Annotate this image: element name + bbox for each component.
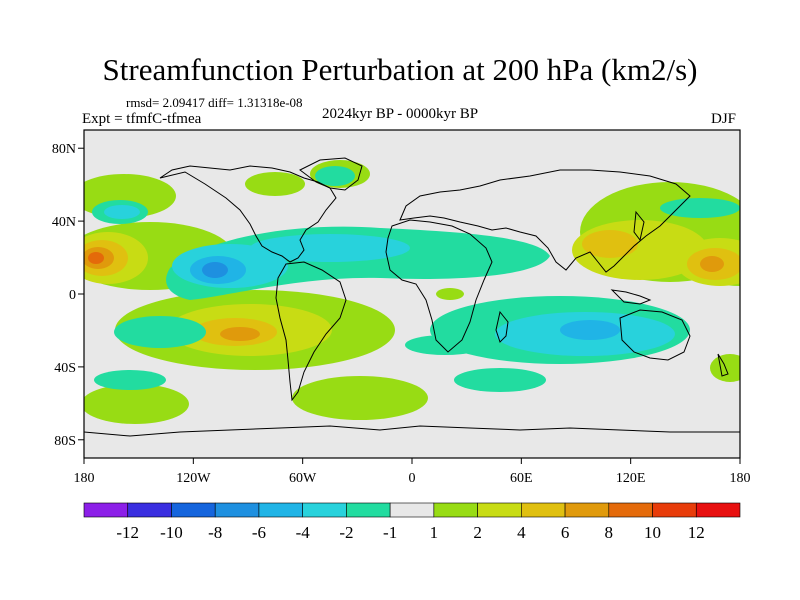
contour-region-sindian-teal xyxy=(454,368,546,392)
contour-region-eastasia-gold xyxy=(582,230,638,258)
contour-region-spac-green xyxy=(84,384,189,424)
australia-outline xyxy=(619,309,691,361)
colorbar-label: 6 xyxy=(561,523,570,542)
colorbar-swatch xyxy=(302,502,347,518)
colorbar-swatch xyxy=(608,502,653,518)
colorbar: -12 -10 -8 -6 -4 -2 -1 1 2 4 6 8 10 12 xyxy=(83,502,741,542)
indonesia-outline xyxy=(610,289,652,305)
contour-region-africa-green xyxy=(436,288,464,300)
colorbar-label: -8 xyxy=(208,523,222,542)
lon-tick-label: 180 xyxy=(730,471,751,486)
colorbar-swatch xyxy=(171,502,216,518)
latitude-axis: 80N 40N 0 40S 80S xyxy=(52,142,84,449)
period-label: 2024kyr BP - 0000kyr BP xyxy=(322,106,479,122)
colorbar-swatch xyxy=(521,502,566,518)
colorbar-swatch xyxy=(389,502,435,518)
madagascar-outline xyxy=(495,310,509,343)
japan-outline xyxy=(633,210,645,242)
colorbar-swatch xyxy=(564,502,610,518)
greenland-outline xyxy=(299,157,363,191)
colorbar-label: 8 xyxy=(605,523,614,542)
lon-tick-label: 120E xyxy=(616,471,646,486)
contour-region-greenland-teal xyxy=(315,166,355,186)
longitude-axis: 180 120W 60W 0 60E 120E 180 xyxy=(74,458,751,486)
lon-tick-label: 60W xyxy=(289,471,317,486)
lat-tick-label: 40N xyxy=(52,215,76,230)
colorbar-swatch xyxy=(346,502,391,518)
contour-region-npac-cyan xyxy=(104,205,140,219)
contour-region-namer-green xyxy=(245,172,305,196)
contour-region-spac-teal xyxy=(94,370,166,390)
colorbar-swatch xyxy=(214,502,260,518)
colorbar-swatch xyxy=(477,502,522,518)
colorbar-swatch xyxy=(83,502,129,518)
experiment-label: Expt = tfmfC-tfmea xyxy=(82,111,202,127)
contour-region-wpac-orange xyxy=(700,256,724,272)
contour-region-epac-darkblue xyxy=(202,262,228,278)
contour-region-satl-green xyxy=(292,376,428,420)
colorbar-label: -4 xyxy=(296,523,311,542)
contour-region-safrica-teal xyxy=(405,335,485,355)
lon-tick-label: 180 xyxy=(74,471,95,486)
colorbar-label: 1 xyxy=(430,523,439,542)
colorbar-label: -2 xyxy=(339,523,353,542)
season-label: DJF xyxy=(711,111,737,127)
contour-region-samer-orange xyxy=(220,327,260,341)
colorbar-swatch xyxy=(258,502,303,518)
colorbar-label: 4 xyxy=(517,523,526,542)
lon-tick-label: 60E xyxy=(510,471,533,486)
colorbar-label: -6 xyxy=(252,523,266,542)
coastlines xyxy=(84,157,740,437)
colorbar-swatch xyxy=(695,502,741,518)
contour-region-atl-cyan xyxy=(250,234,410,262)
africa-outline xyxy=(385,219,493,353)
plot-title: Streamfunction Perturbation at 200 hPa (… xyxy=(102,52,698,87)
contour-field xyxy=(84,160,740,424)
colorbar-swatch xyxy=(433,502,478,518)
lat-tick-label: 40S xyxy=(54,361,76,376)
colorbar-label: 10 xyxy=(644,523,661,542)
colorbar-label: 12 xyxy=(688,523,705,542)
contour-region-nz-green xyxy=(710,354,740,382)
lon-tick-label: 120W xyxy=(176,471,211,486)
lat-tick-label: 0 xyxy=(69,288,76,303)
colorbar-label: -1 xyxy=(383,523,397,542)
colorbar-label: -12 xyxy=(116,523,139,542)
contour-region-epac-teal xyxy=(114,316,206,348)
antarctica-outline xyxy=(84,425,740,437)
lat-tick-label: 80N xyxy=(52,142,76,157)
contour-region-indian-blue xyxy=(560,320,620,340)
contour-region-cpac-red xyxy=(88,252,104,264)
lat-tick-label: 80S xyxy=(54,434,76,449)
new-zealand-outline xyxy=(717,353,729,377)
eurasia-outline xyxy=(399,169,691,273)
colorbar-label: 2 xyxy=(473,523,482,542)
north-america-outline xyxy=(159,165,337,263)
colorbar-swatch xyxy=(652,502,697,518)
stats-text: rmsd= 2.09417 diff= 1.31318e-08 xyxy=(126,95,303,110)
south-america-outline xyxy=(275,261,347,402)
lon-tick-label: 0 xyxy=(409,471,416,486)
colorbar-label: -10 xyxy=(160,523,183,542)
contour-region-nwpac-teal xyxy=(660,198,740,218)
colorbar-swatch xyxy=(127,502,172,518)
